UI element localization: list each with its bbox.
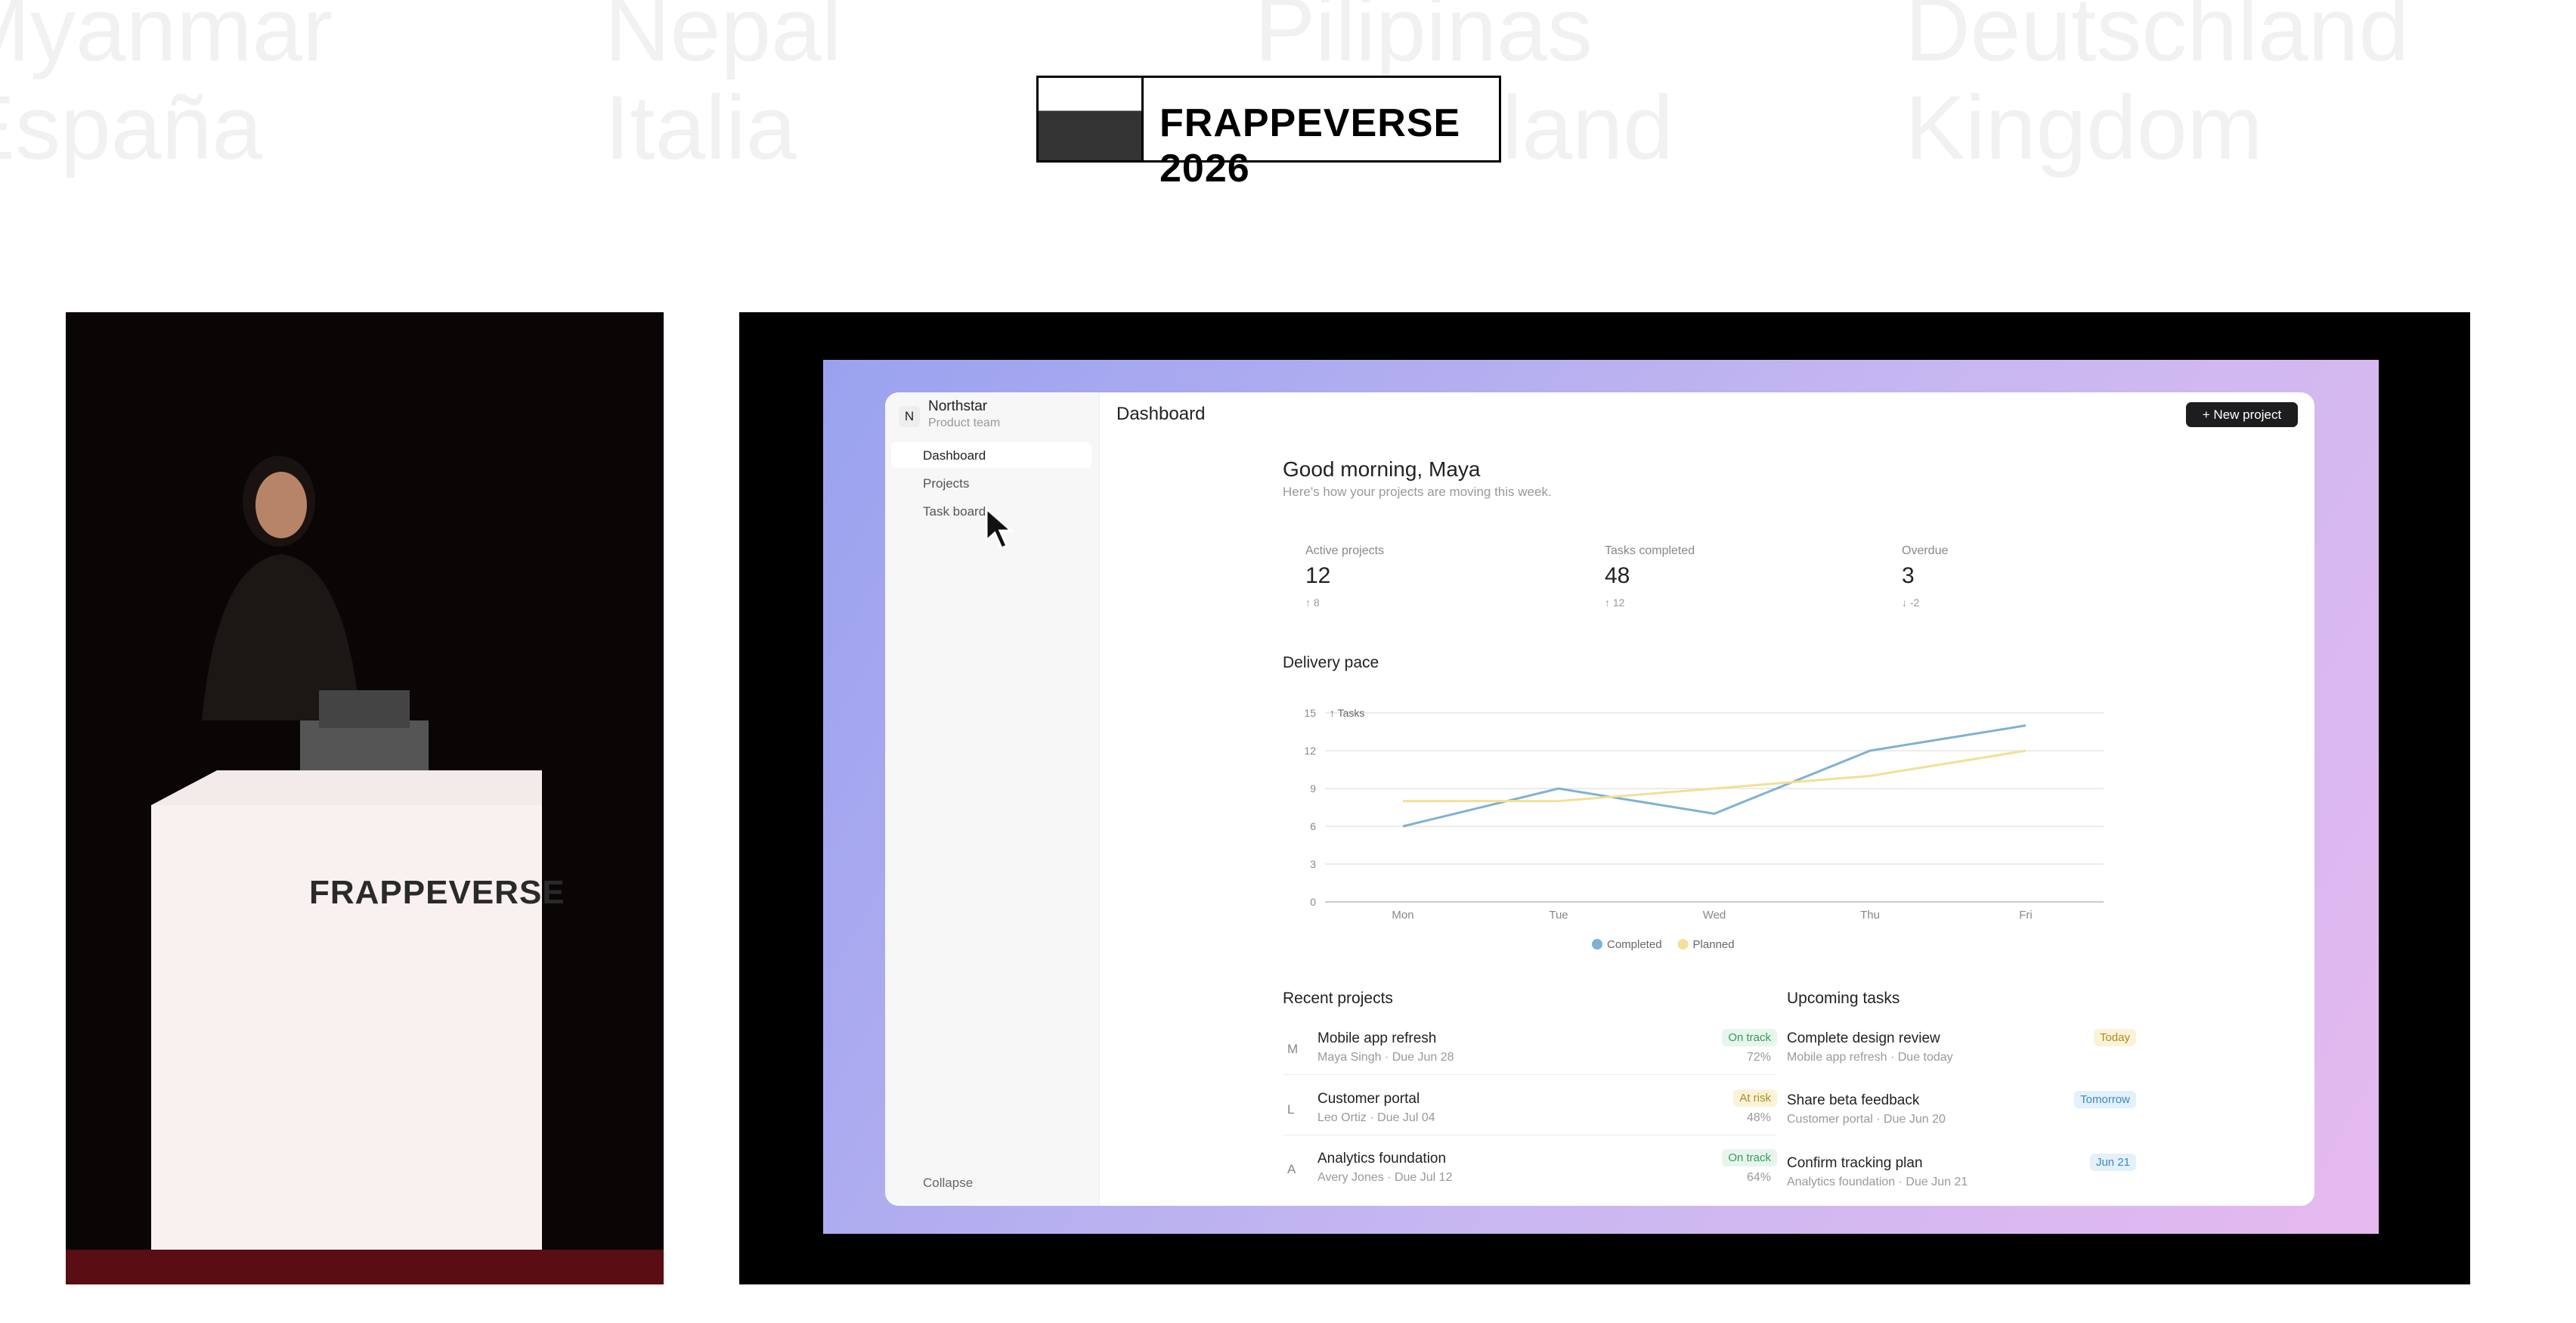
- project-name: Customer portal: [1317, 1091, 1420, 1107]
- project-status: At risk: [1733, 1089, 1777, 1107]
- y-axis-label: ↑ Tasks: [1330, 707, 1364, 719]
- task-name: Confirm tracking plan: [1787, 1155, 1923, 1171]
- chart-title: Delivery pace: [1283, 654, 1379, 671]
- stat-delta: ↑ 8: [1305, 596, 1320, 609]
- project-initial: L: [1287, 1102, 1295, 1117]
- project-initial: M: [1287, 1042, 1299, 1056]
- backdrop-word: Nepal: [605, 0, 842, 80]
- stat-label: Active projects: [1305, 544, 1385, 557]
- recent-title: Recent projects: [1283, 990, 1393, 1007]
- slide-background: N Northstar Product team Dashboard Proje…: [823, 360, 2379, 1234]
- backdrop-word: Myanmar: [0, 0, 333, 80]
- row-divider: [1283, 1074, 1777, 1075]
- stat-value: 3: [1902, 563, 1915, 588]
- tasks-title: Upcoming tasks: [1787, 990, 1900, 1007]
- project-name: Analytics foundation: [1317, 1151, 1447, 1167]
- backdrop-word: España: [0, 77, 262, 178]
- chart: 0 3 6 9 12 15 ↑ Tasks Mon Tue Wed Thu Fri Completed P…: [1304, 707, 2104, 951]
- page-title: Dashboard: [1116, 404, 1206, 424]
- task-due: Jun 21: [2089, 1154, 2136, 1171]
- workspace-team: Product team: [928, 417, 1001, 429]
- stat-label: Tasks completed: [1605, 544, 1695, 557]
- series-line: [1402, 724, 2026, 828]
- sidebar: N Northstar Product team Dashboard Proje…: [885, 392, 1100, 1206]
- backdrop-word: Kingdom: [1905, 77, 2263, 178]
- stat-label: Overdue: [1902, 544, 1949, 557]
- project-meta: Avery Jones · Due Jul 12: [1317, 1171, 1453, 1184]
- y-tick-label: 12: [1304, 745, 1316, 757]
- y-tick-label: 6: [1310, 820, 1316, 832]
- backdrop-word: Pilipinas: [1255, 0, 1593, 80]
- task-due: Tomorrow: [2074, 1091, 2136, 1108]
- project-progress: 48%: [1746, 1111, 1771, 1124]
- podium-text: FRAPPEVERSE: [309, 874, 565, 911]
- task-meta: Customer portal · Due Jun 20: [1787, 1113, 1946, 1126]
- greeting-subtitle: Here's how your projects are moving this…: [1283, 485, 1552, 499]
- row-divider: [1283, 1135, 1777, 1136]
- nav-item[interactable]: Projects: [923, 476, 970, 491]
- y-tick-label: 0: [1310, 896, 1316, 908]
- stat-delta: ↓ -2: [1902, 596, 1920, 609]
- workspace-initial: N: [899, 406, 920, 427]
- workspace-name[interactable]: Northstar: [928, 398, 988, 414]
- logo-icon: [1039, 78, 1144, 160]
- x-tick-label: Tue: [1549, 909, 1568, 922]
- x-tick-label: Mon: [1392, 909, 1413, 922]
- nav-active: [891, 442, 1091, 468]
- logo-text: FRAPPEVERSE 2026: [1160, 101, 1461, 191]
- project-status: On track: [1722, 1149, 1777, 1167]
- backdrop-word: Deutschland: [1905, 0, 2410, 80]
- legend-label: Planned: [1693, 938, 1735, 951]
- legend-swatch: [1677, 939, 1689, 950]
- task-name: Complete design review: [1787, 1030, 1940, 1046]
- legend-swatch: [1592, 939, 1602, 950]
- backdrop-word: Italia: [605, 77, 797, 178]
- new-project-button[interactable]: + New project: [2186, 402, 2298, 427]
- y-tick-label: 3: [1310, 858, 1316, 870]
- x-tick-label: Fri: [2019, 909, 2033, 922]
- slide-screen: N Northstar Product team Dashboard Proje…: [739, 312, 2470, 1284]
- project-status: On track: [1722, 1029, 1777, 1046]
- project-progress: 64%: [1746, 1171, 1771, 1184]
- app-window: N Northstar Product team Dashboard Proje…: [885, 392, 2314, 1206]
- cursor: [985, 506, 1014, 550]
- stat-value: 48: [1605, 563, 1630, 588]
- speaker-scene: [66, 456, 664, 1284]
- y-tick-label: 9: [1310, 782, 1316, 795]
- task-due: Today: [2093, 1029, 2136, 1046]
- y-tick-label: 15: [1304, 707, 1316, 719]
- x-tick-label: Wed: [1703, 909, 1726, 922]
- nav-item[interactable]: Dashboard: [923, 448, 986, 463]
- x-tick-label: Thu: [1860, 909, 1880, 922]
- greeting: Good morning, Maya: [1283, 457, 1481, 481]
- project-name: Mobile app refresh: [1317, 1030, 1437, 1046]
- task-meta: Mobile app refresh · Due today: [1787, 1051, 1953, 1064]
- project-initial: A: [1287, 1162, 1296, 1176]
- series-line: [1403, 749, 2026, 803]
- nav-item[interactable]: Task board: [923, 504, 986, 519]
- project-meta: Leo Ortiz · Due Jul 04: [1317, 1111, 1435, 1124]
- task-meta: Analytics foundation · Due Jun 21: [1787, 1176, 1968, 1188]
- project-progress: 72%: [1746, 1051, 1771, 1064]
- legend-label: Completed: [1607, 938, 1662, 951]
- stat-value: 12: [1305, 563, 1331, 588]
- speaker-video: FRAPPEVERSE: [66, 312, 664, 1284]
- event-logo: FRAPPEVERSE 2026: [1036, 76, 1501, 191]
- stat-delta: ↑ 12: [1605, 596, 1625, 609]
- project-meta: Maya Singh · Due Jun 28: [1317, 1051, 1454, 1064]
- collapse-button[interactable]: Collapse: [923, 1176, 974, 1190]
- task-name: Share beta feedback: [1787, 1092, 1920, 1108]
